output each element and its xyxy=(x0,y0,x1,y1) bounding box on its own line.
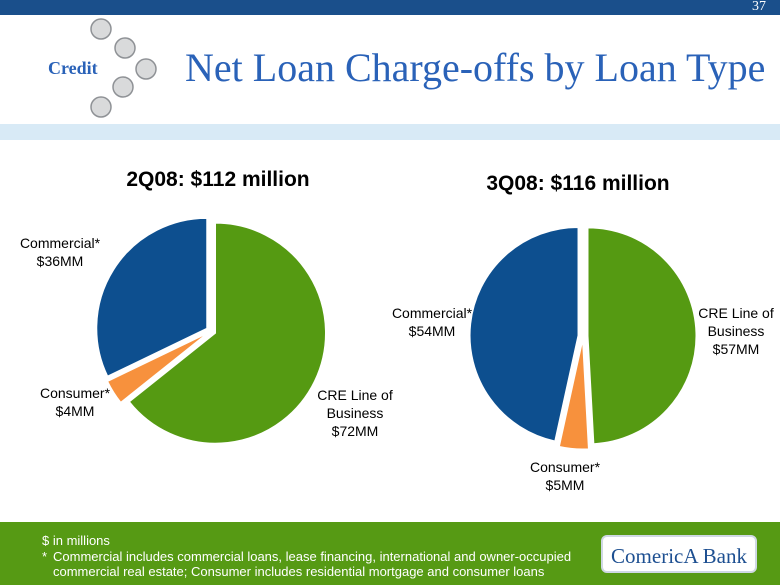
pie-slice xyxy=(469,226,579,442)
page-number: 37 xyxy=(752,0,766,14)
pie-slice xyxy=(558,340,589,450)
slice-value-label: $72MM xyxy=(331,423,379,439)
footnote: * Commercial includes commercial loans, … xyxy=(42,549,582,579)
coins-icon xyxy=(90,18,157,118)
slice-category: CRE Line of Business xyxy=(317,387,393,421)
units-note: $ in millions xyxy=(42,533,110,548)
slice-value-label: $4MM xyxy=(55,403,95,419)
pie-slice xyxy=(106,333,208,403)
slice-value-label: $54MM xyxy=(408,323,456,339)
slice-value-label: $57MM xyxy=(712,341,760,357)
slice-value-label: $5MM xyxy=(545,477,585,493)
slice-category: Commercial* xyxy=(19,235,101,251)
footnote-text: Commercial includes commercial loans, le… xyxy=(53,549,572,579)
slice-category: Consumer* xyxy=(529,459,601,475)
slide-title: Net Loan Charge-offs by Loan Type xyxy=(185,45,766,90)
top-bar xyxy=(0,0,780,15)
slice-value-label: $36MM xyxy=(36,253,84,269)
pie-title: 2Q08: $112 million xyxy=(126,168,310,191)
footnote-mark: * xyxy=(42,549,48,564)
pie-title: 3Q08: $116 million xyxy=(486,172,670,195)
pie-slice xyxy=(128,222,326,444)
slice-category: Commercial* xyxy=(391,305,473,321)
section-label: Credit xyxy=(48,58,98,78)
pie-slice xyxy=(96,217,208,377)
pie-slice xyxy=(587,227,697,445)
logo: ComericA Bank xyxy=(601,535,757,573)
slice-category: Consumer* xyxy=(39,385,111,401)
slice-category: CRE Line of Business xyxy=(698,305,774,339)
header-band xyxy=(0,124,780,140)
